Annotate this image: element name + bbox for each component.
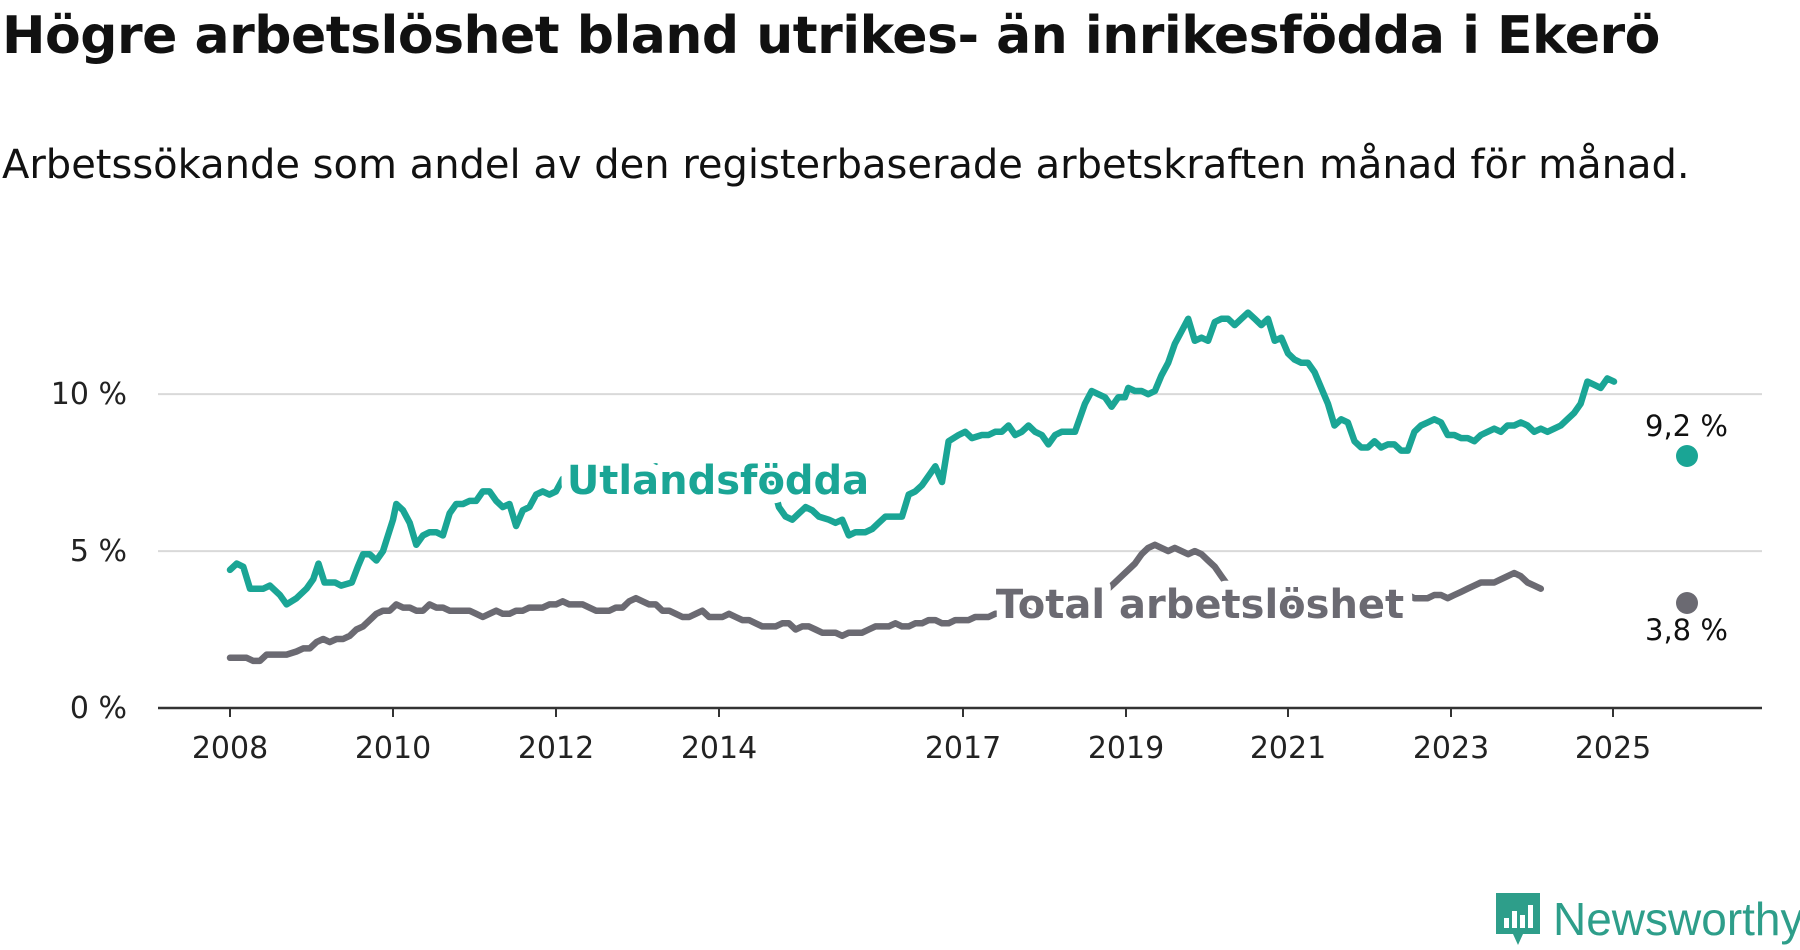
series-label-utlandsfodda: Utlandsfödda [567,458,869,504]
y-tick-label: 0 % [70,691,127,726]
x-tick-label: 2010 [355,731,431,766]
series-label-total: Total arbetslöshet [996,582,1404,628]
x-tick-label: 2025 [1575,731,1651,766]
x-tick-label: 2023 [1413,731,1489,766]
y-axis-ticks: 0 % 5 % 10 % [51,377,127,726]
y-tick-label: 5 % [70,534,127,569]
end-label-total: 3,8 % [1645,613,1728,647]
x-tick-label: 2014 [681,731,757,766]
y-tick-label: 10 % [51,377,127,412]
end-dot-total [1676,592,1698,614]
chart-subtitle: Arbetssökande som andel av den registerb… [2,142,1690,188]
series-line-total [226,541,1545,665]
series-label-total-halo: Total arbetslöshet [996,582,1404,628]
newsworthy-logo: Newsworthy [1493,888,1800,950]
series-labels: 9,2 %3,8 %UtlandsföddaUtlandsföddaTotal … [558,409,1728,647]
end-dot-utlandsfodda [1676,445,1698,467]
x-tick-label: 2021 [1250,731,1326,766]
gridlines [158,393,1762,553]
x-tick-label: 2012 [518,731,594,766]
series-group [226,309,1698,665]
end-label-utlandsfodda: 9,2 % [1645,409,1728,443]
brand-name: Newsworthy [1553,893,1800,945]
x-tick-label: 2017 [925,731,1001,766]
series-line-utlandsfodda [226,309,1618,608]
x-axis: 2008 2010 2012 2014 2017 2019 2021 2023 2025 [158,706,1762,766]
chart-title: Högre arbetslöshet bland utrikes- än inr… [2,6,1660,66]
x-tick-label: 2008 [192,731,268,766]
x-tick-label: 2019 [1088,731,1164,766]
series-label-utlandsfodda-halo: Utlandsfödda [567,458,869,504]
bar-chart-icon [1496,893,1540,945]
